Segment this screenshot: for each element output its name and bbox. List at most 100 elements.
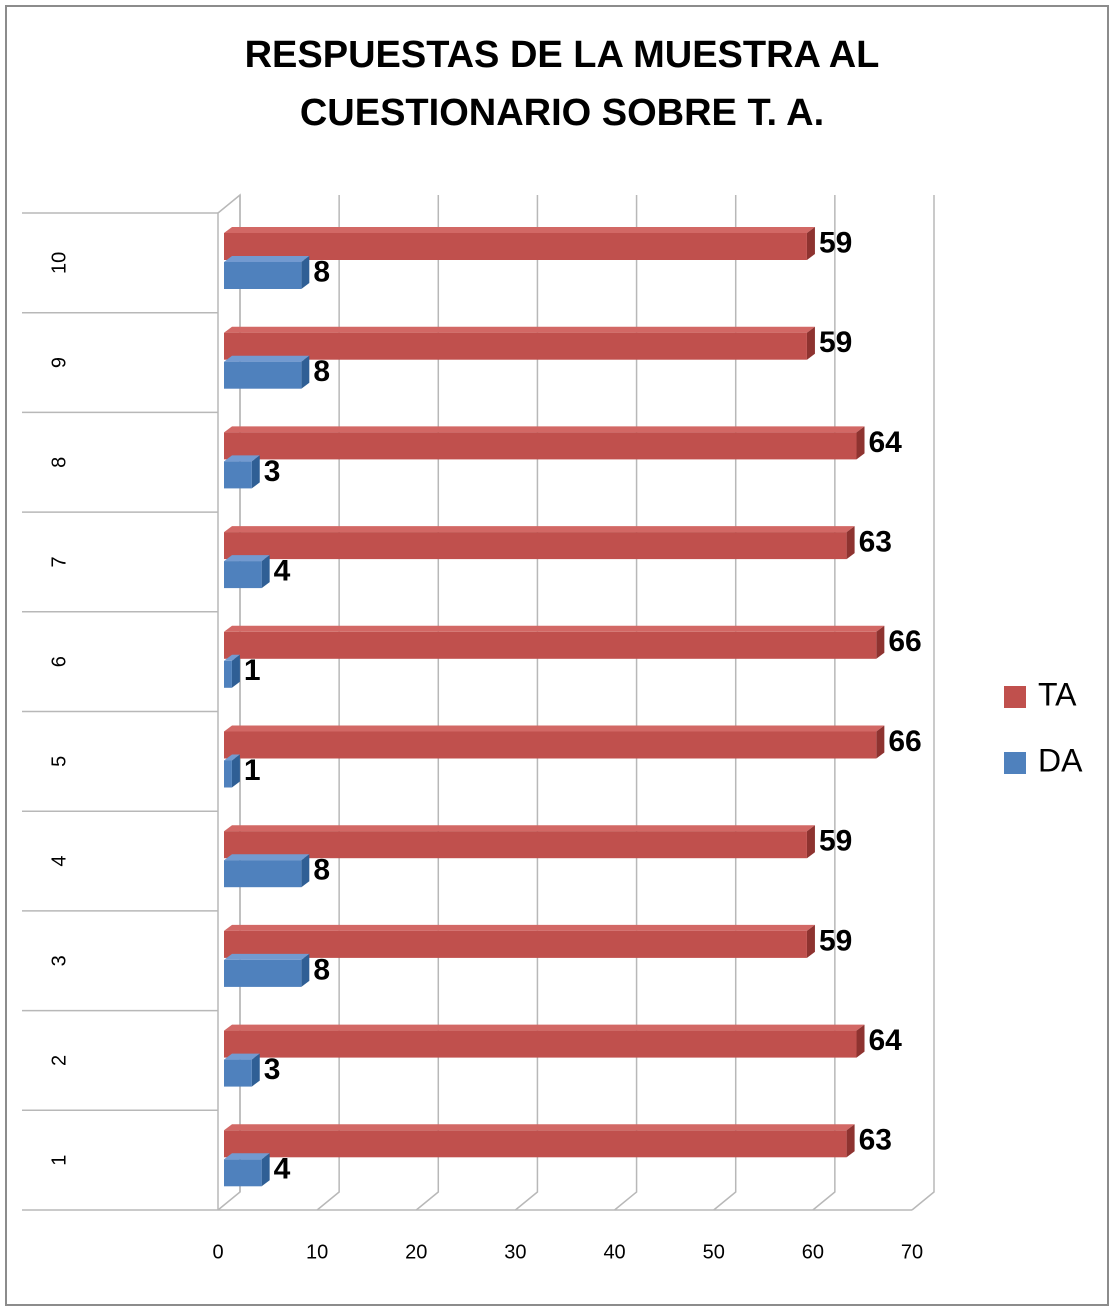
value-label: 1 [244,754,261,787]
bar-side [876,625,885,659]
bar-top [224,227,815,233]
bar [224,526,855,560]
bar-top [224,256,310,262]
bar [224,256,310,289]
bar-front [224,760,232,788]
bar-front [224,332,807,360]
legend-swatch [1004,686,1026,708]
value-label: 59 [819,924,852,957]
bar [224,854,310,888]
value-label: 8 [313,953,330,986]
value-label: 59 [819,326,852,359]
bar-top [224,725,885,732]
bar-front [224,831,807,859]
chart-title: CUESTIONARIO SOBRE T. A. [300,92,824,134]
x-tick-label: 30 [504,1241,526,1263]
y-tick-label: 8 [48,457,70,468]
y-tick-label: 1 [48,1155,70,1166]
bar-front [224,731,877,759]
bar-front [224,532,847,560]
bar-top [224,854,310,861]
y-tick-label: 10 [48,252,70,274]
bar [224,625,885,659]
bar-top [224,326,815,333]
bar-side [876,725,885,759]
bar [224,326,815,360]
bar-front [224,233,807,260]
bar-top [224,355,310,362]
bar-side [251,455,260,489]
bar-side [231,654,240,688]
value-label: 8 [313,255,330,288]
bar [224,455,260,489]
bar-side [806,825,815,859]
value-label: 66 [888,725,921,758]
value-label: 8 [313,854,330,887]
y-tick-label: 4 [48,855,70,866]
bar-front [224,262,302,289]
bar [224,555,270,589]
bar [224,725,885,759]
value-label: 63 [859,1124,892,1157]
y-tick-label: 7 [48,556,70,567]
bar-front [224,860,302,888]
bar-top [224,625,885,632]
bar-top [224,953,310,960]
bar-top [224,1124,855,1131]
bar-side [856,426,865,460]
bar-front [224,631,877,659]
bar [224,1153,270,1187]
value-label: 59 [819,825,852,858]
bar [224,825,815,859]
legend-swatch [1004,752,1026,774]
bar-front [224,432,857,460]
bar-top [224,654,240,661]
bar-side [301,355,310,389]
value-label: 4 [274,1153,291,1186]
bar [224,754,240,788]
bar-front [224,660,232,688]
bar-side [806,326,815,360]
bar-front [224,1159,262,1187]
bar-front [224,930,807,958]
bar-front [224,461,252,489]
bar-top [224,1153,270,1160]
grid-line [911,195,935,1211]
bar-top [224,1053,260,1060]
bar-side [301,256,310,289]
bar-front [224,361,302,389]
value-label: 8 [313,355,330,388]
y-tick-label: 9 [48,357,70,368]
value-label: 3 [264,455,281,488]
x-tick-label: 70 [901,1241,923,1263]
value-label: 3 [264,1053,281,1086]
y-tick-label: 2 [48,1055,70,1066]
bar-side [856,1024,865,1058]
bar [224,1053,260,1087]
x-tick-label: 50 [703,1241,725,1263]
bar-top [224,924,815,931]
bar-side [261,1153,270,1187]
value-label: 66 [888,625,921,658]
bar-front [224,561,262,589]
value-label: 1 [244,654,261,687]
bar-side [301,953,310,987]
bar [224,1124,855,1158]
bar [224,654,240,688]
legend-label: TA [1038,676,1077,712]
x-tick-label: 0 [212,1241,223,1263]
value-label: 63 [859,526,892,559]
chart-title: RESPUESTAS DE LA MUESTRA AL [245,34,880,76]
legend-label: DA [1038,742,1083,778]
bar-front [224,959,302,987]
bar-top [224,1024,865,1031]
x-tick-label: 60 [802,1241,824,1263]
x-tick-label: 10 [306,1241,328,1263]
bar-side [806,227,815,260]
value-label: 64 [869,426,903,459]
bar-top [224,455,260,462]
bar [224,1024,865,1058]
y-tick-label: 5 [48,756,70,767]
bar-side [261,555,270,589]
y-tick-label: 3 [48,955,70,966]
